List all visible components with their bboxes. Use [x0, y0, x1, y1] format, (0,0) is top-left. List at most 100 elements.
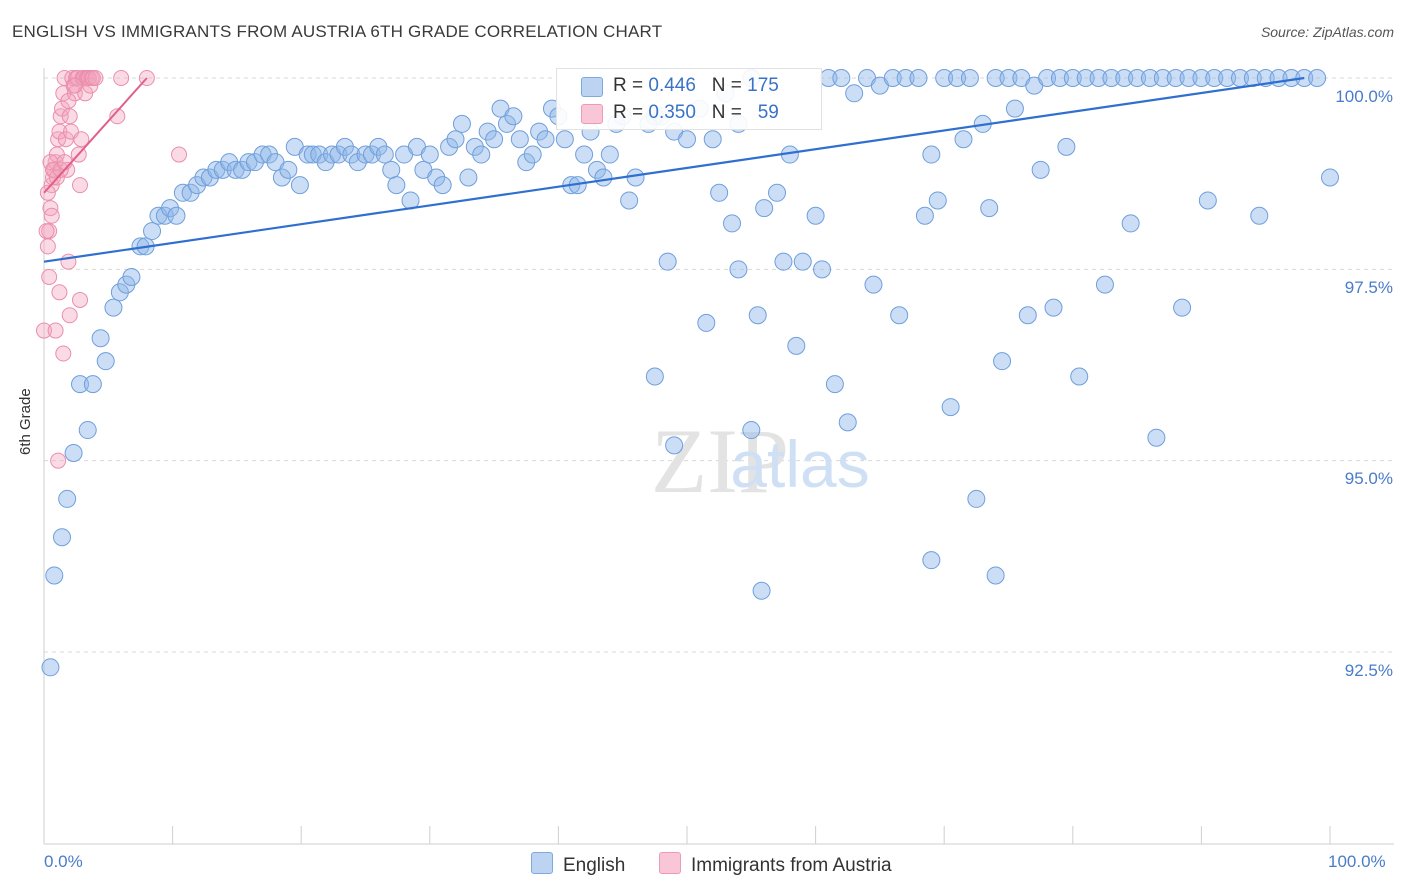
english-point	[53, 528, 72, 547]
x-tick-label: 0.0%	[44, 852, 83, 871]
english-point	[143, 222, 162, 241]
english-point	[362, 145, 381, 164]
austria-point	[38, 223, 55, 240]
legend-item-austria[interactable]: Immigrants from Austria	[659, 852, 892, 877]
english-point	[890, 306, 909, 325]
english-point	[960, 69, 979, 87]
r-label: R =	[613, 75, 649, 96]
english-swatch	[581, 77, 603, 97]
austria-n-value: 59	[757, 102, 779, 123]
austria-point	[60, 92, 77, 109]
english-point	[755, 199, 774, 218]
english-point	[1147, 428, 1166, 447]
english-point	[452, 114, 471, 133]
english-point	[45, 566, 64, 585]
english-point	[83, 375, 102, 394]
austria-r-value: 0.350	[648, 102, 696, 123]
english-point	[1031, 160, 1050, 179]
english-point	[173, 183, 192, 202]
english-point	[1102, 69, 1121, 87]
english-point	[1018, 306, 1037, 325]
english-point	[768, 183, 787, 202]
english-point	[710, 183, 729, 202]
english-legend-swatch	[531, 852, 553, 874]
english-point	[678, 130, 696, 149]
english-point	[1205, 69, 1224, 87]
legend-item-english[interactable]: English	[531, 852, 625, 877]
n-label: N =	[711, 75, 748, 96]
english-point	[110, 283, 129, 302]
english-point	[928, 191, 947, 210]
english-point	[793, 252, 812, 271]
y-axis-label: 6th Grade	[17, 388, 34, 455]
austria-point	[61, 108, 78, 125]
axes	[43, 68, 1394, 845]
english-point	[58, 489, 77, 508]
english-point	[1218, 69, 1237, 87]
english-point	[310, 145, 329, 164]
english-point	[697, 313, 716, 332]
english-n-value: 175	[747, 75, 779, 96]
english-point	[600, 145, 619, 164]
austria-point	[43, 207, 60, 224]
english-point	[245, 153, 264, 172]
english-point	[427, 168, 446, 187]
austria-point	[39, 184, 56, 201]
english-point	[594, 168, 613, 187]
english-point	[986, 566, 1005, 585]
austria-point	[113, 70, 130, 86]
english-point	[1198, 191, 1217, 210]
austria-legend-swatch	[659, 852, 681, 874]
english-point	[1070, 367, 1089, 386]
english-point	[1038, 69, 1057, 87]
english-point	[774, 252, 793, 271]
austria-point	[56, 154, 73, 171]
english-point	[41, 658, 60, 677]
english-point	[1179, 69, 1198, 87]
english-point	[1128, 69, 1147, 87]
english-point	[478, 122, 497, 141]
austria-point	[55, 345, 72, 362]
english-point	[825, 375, 844, 394]
english-point	[472, 145, 491, 164]
english-point	[909, 69, 928, 87]
english-point	[845, 84, 864, 103]
austria-point	[87, 70, 104, 86]
english-point	[587, 160, 606, 179]
austria-point	[51, 284, 68, 301]
english-point	[838, 413, 857, 432]
english-point	[342, 145, 361, 164]
english-point	[1115, 69, 1134, 87]
english-point	[71, 375, 90, 394]
english-point	[922, 145, 941, 164]
english-point	[96, 352, 115, 371]
english-point	[375, 145, 394, 164]
english-point	[922, 551, 941, 570]
english-point	[832, 69, 851, 87]
y-tick-label: 92.5%	[1344, 661, 1393, 680]
austria-point	[47, 322, 64, 339]
english-point	[1153, 69, 1172, 87]
english-point	[935, 69, 954, 87]
english-point	[1192, 69, 1211, 87]
english-point	[1166, 69, 1185, 87]
english-point	[948, 69, 967, 87]
english-point	[665, 436, 684, 455]
english-point	[510, 130, 529, 149]
trendlines	[43, 76, 1305, 263]
english-point	[104, 298, 123, 317]
english-point	[1057, 137, 1076, 156]
austria-points	[36, 70, 188, 469]
stats-legend: R = 0.446 N = 175 R = 0.350 N = 59	[556, 68, 822, 130]
english-point	[369, 137, 388, 156]
english-point	[530, 122, 549, 141]
english-point	[1044, 298, 1063, 317]
english-point	[517, 153, 536, 172]
english-point	[626, 168, 645, 187]
english-point	[1121, 214, 1140, 233]
english-point	[1063, 69, 1082, 87]
english-point	[91, 329, 110, 348]
english-point	[536, 130, 555, 149]
source-label: Source: ZipAtlas.com	[1260, 24, 1394, 40]
english-point	[1076, 69, 1095, 87]
